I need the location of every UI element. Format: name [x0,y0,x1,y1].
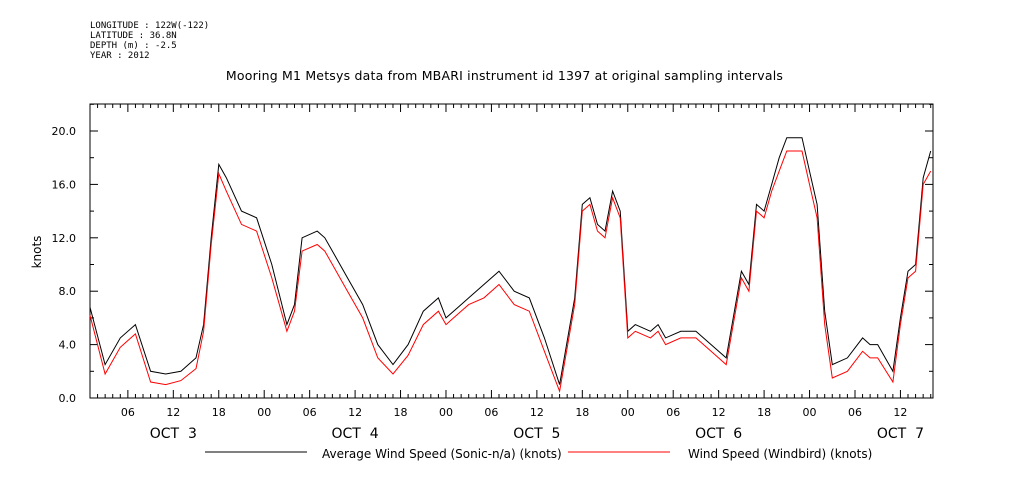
chart-title: Mooring M1 Metsys data from MBARI instru… [225,68,784,83]
x-tick-label: 06 [666,406,680,419]
x-tick-label: 00 [803,406,817,419]
legend-label-windbird: Wind Speed (Windbird) (knots) [688,447,872,461]
x-tick-label: 18 [394,406,408,419]
tick-marks [89,103,933,399]
x-tick-label: 06 [484,406,498,419]
day-label: OCT 5 [513,426,560,442]
series-line-average-wind-speed [89,137,932,385]
y-tick-label: 12.0 [52,232,77,245]
y-tick-label: 0.0 [59,392,77,405]
meta-latitude: LATITUDE : 36.8N [90,31,177,41]
y-axis-label: knots [30,236,44,269]
y-tick-label: 8.0 [59,285,77,298]
x-tick-label: 06 [303,406,317,419]
legend: Average Wind Speed (Sonic-n/a) (knots) W… [205,447,872,461]
x-tick-label: 18 [757,406,771,419]
x-tick-label: 06 [848,406,862,419]
x-tick-label: 18 [575,406,589,419]
x-tick-label: 12 [530,406,544,419]
x-tick-label: 00 [257,406,271,419]
x-tick-label: 12 [893,406,907,419]
x-tick-label: 12 [712,406,726,419]
meta-longitude: LONGITUDE : 122W(-122) [90,21,210,31]
x-tick-label: 00 [439,406,453,419]
plot-frame [89,103,934,399]
day-labels: OCT 3 OCT 4 OCT 5 OCT 6 OCT 7 [150,426,924,442]
x-tick-label: 12 [348,406,362,419]
legend-label-average: Average Wind Speed (Sonic-n/a) (knots) [322,447,562,461]
x-tick-label: 12 [166,406,180,419]
y-tick-label: 4.0 [59,339,77,352]
x-tick-label: 00 [621,406,635,419]
day-label: OCT 7 [877,426,924,442]
meta-depth: DEPTH (m) : -2.5 [90,41,177,51]
y-tick-label: 20.0 [52,125,77,138]
y-tick-label: 16.0 [52,178,77,191]
metadata-block: LONGITUDE : 122W(-122) LATITUDE : 36.8N … [90,21,209,61]
x-tick-labels: 06 12 18 00 06 12 18 00 06 12 18 00 06 12 18 00 06 12 [121,406,908,419]
x-tick-label: 18 [212,406,226,419]
day-label: OCT 4 [332,426,379,442]
day-label: OCT 6 [695,426,742,442]
meta-year: YEAR : 2012 [90,51,150,61]
series-line-windbird-wind-speed [89,150,932,394]
day-label: OCT 3 [150,426,197,442]
x-tick-label: 06 [121,406,135,419]
y-tick-labels: 0.0 4.0 8.0 12.0 16.0 20.0 [52,125,77,405]
series-lines [89,137,932,394]
